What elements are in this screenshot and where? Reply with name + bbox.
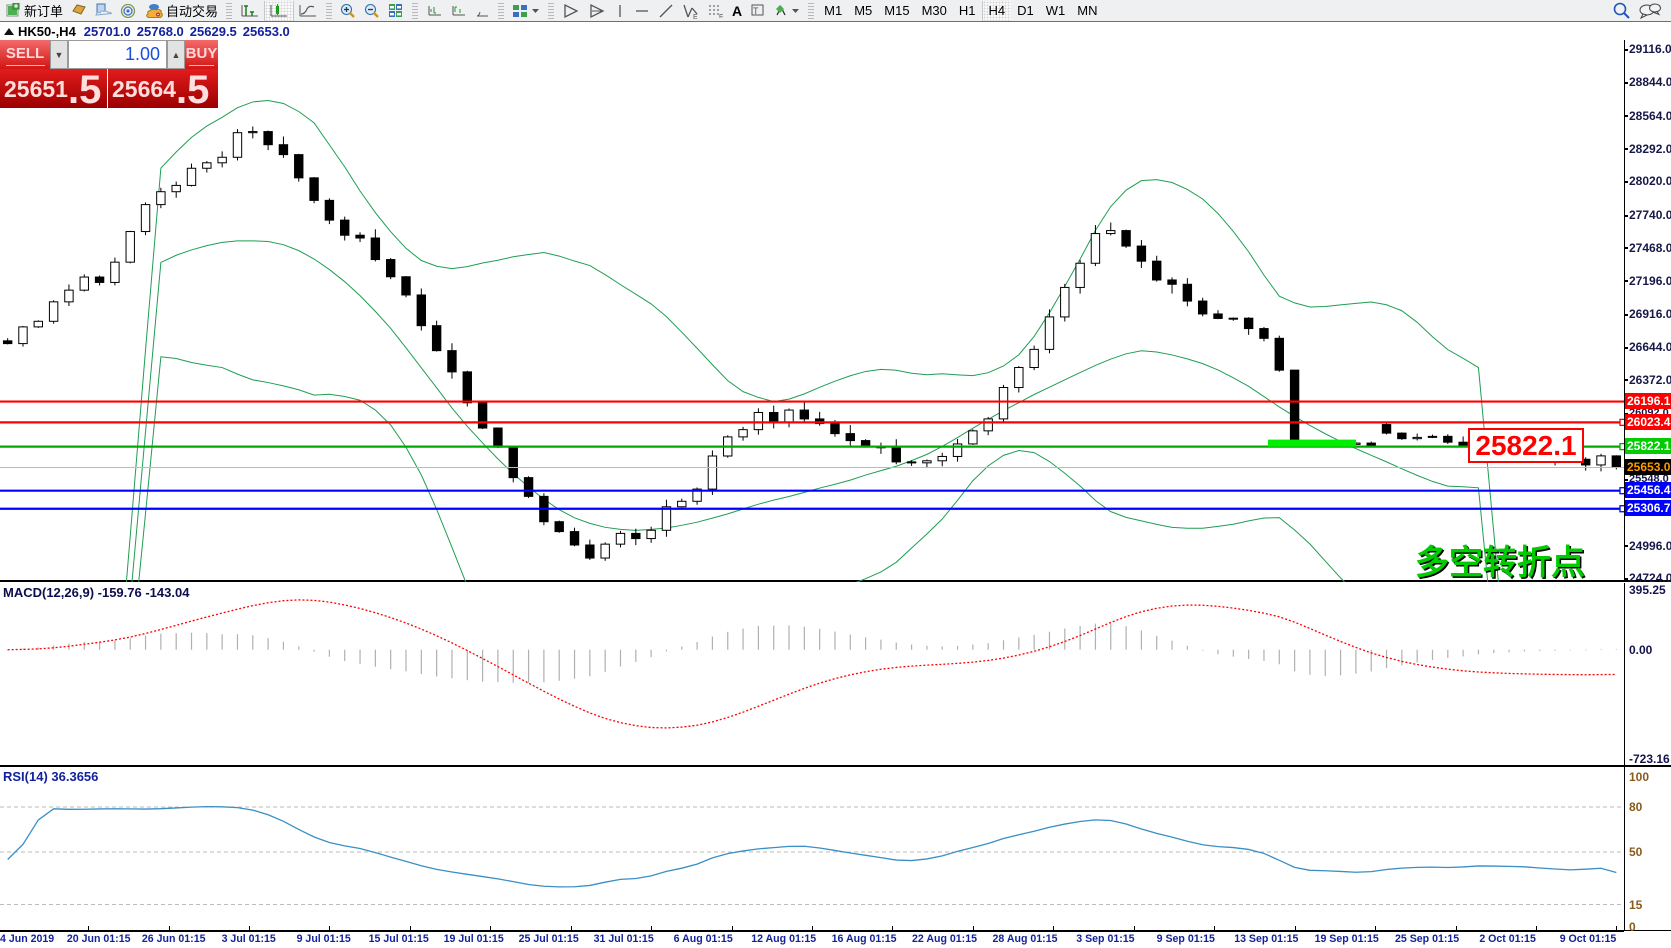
svg-text:T: T	[753, 6, 759, 16]
svg-text:E: E	[693, 14, 698, 19]
svg-text:F: F	[719, 14, 723, 18]
